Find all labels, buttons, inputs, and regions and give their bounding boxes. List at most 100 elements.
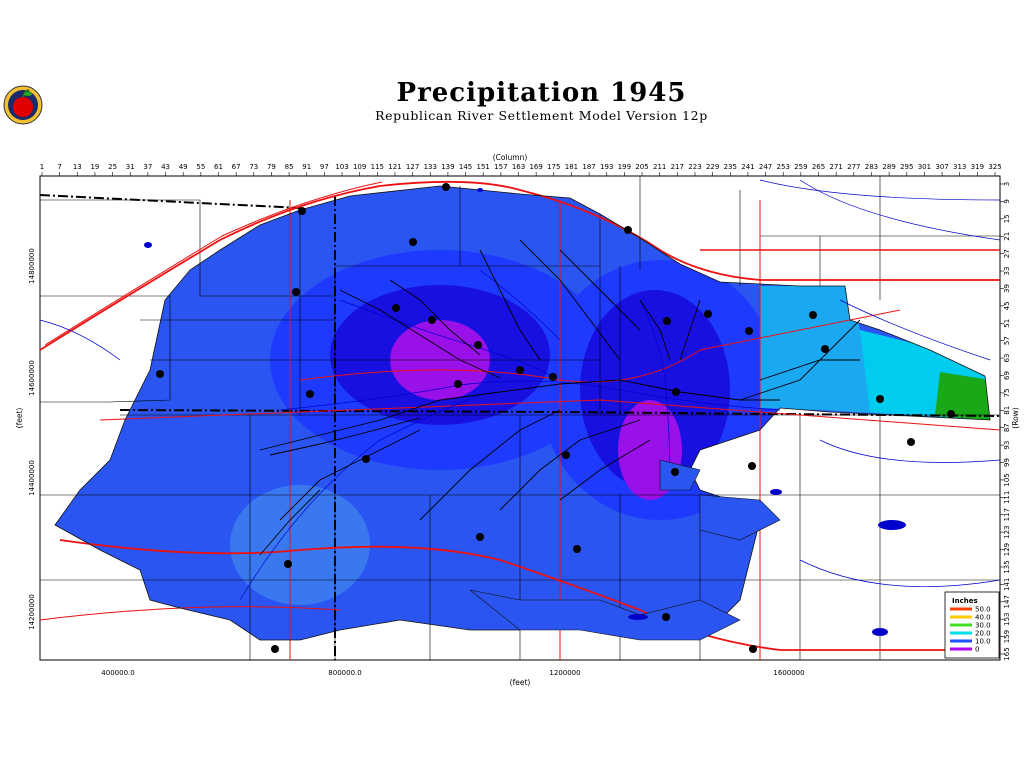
column-tick-label: 109 bbox=[353, 163, 366, 171]
x-feet-label: (feet) bbox=[510, 678, 531, 687]
station-dots bbox=[156, 183, 955, 653]
column-tick-label: 127 bbox=[406, 163, 419, 171]
row-tick-label: 87 bbox=[1003, 423, 1011, 432]
y-feet-tick: 14800000 bbox=[28, 248, 36, 284]
row-tick-label: 111 bbox=[1003, 491, 1011, 504]
station-dot-icon bbox=[392, 304, 400, 312]
column-tick-label: 151 bbox=[477, 163, 490, 171]
y-feet-label: (feet) bbox=[15, 408, 24, 429]
station-dot-icon bbox=[284, 560, 292, 568]
column-tick-label: 133 bbox=[424, 163, 437, 171]
legend-label: 20.0 bbox=[975, 630, 991, 638]
column-tick-label: 265 bbox=[812, 163, 825, 171]
column-tick-label: 25 bbox=[108, 163, 117, 171]
column-tick-label: 103 bbox=[335, 163, 348, 171]
station-dot-icon bbox=[562, 451, 570, 459]
y-feet-tick: 14400000 bbox=[28, 460, 36, 496]
column-tick-label: 253 bbox=[777, 163, 790, 171]
column-tick-label: 211 bbox=[653, 163, 666, 171]
column-tick-label: 145 bbox=[459, 163, 472, 171]
legend-label: 50.0 bbox=[975, 606, 991, 614]
station-dot-icon bbox=[454, 380, 462, 388]
station-dot-icon bbox=[745, 327, 753, 335]
rivers bbox=[40, 179, 1000, 601]
column-tick-label: 283 bbox=[865, 163, 878, 171]
legend-title: Inches bbox=[952, 597, 978, 605]
station-dot-icon bbox=[476, 533, 484, 541]
station-dot-icon bbox=[704, 310, 712, 318]
row-tick-label: 9 bbox=[1003, 199, 1011, 203]
column-tick-label: 307 bbox=[935, 163, 948, 171]
column-tick-label: 241 bbox=[741, 163, 754, 171]
station-dot-icon bbox=[271, 645, 279, 653]
column-tick-label: 169 bbox=[529, 163, 542, 171]
column-tick-label: 121 bbox=[388, 163, 401, 171]
column-axis-label: (Column) bbox=[493, 153, 528, 162]
y-feet-tick: 14200000 bbox=[28, 594, 36, 630]
row-tick-label: 123 bbox=[1003, 525, 1011, 538]
row-tick-label: 21 bbox=[1003, 232, 1011, 241]
row-tick-label: 39 bbox=[1003, 284, 1011, 293]
column-tick-label: 13 bbox=[73, 163, 82, 171]
station-dot-icon bbox=[442, 183, 450, 191]
column-tick-label: 259 bbox=[794, 163, 807, 171]
column-tick-label: 301 bbox=[918, 163, 931, 171]
column-tick-label: 61 bbox=[214, 163, 223, 171]
column-tick-label: 187 bbox=[582, 163, 595, 171]
station-dot-icon bbox=[907, 438, 915, 446]
x-feet-axis: 400000.0 800000.0 1200000 1600000 (feet) bbox=[101, 669, 804, 687]
station-dot-icon bbox=[624, 226, 632, 234]
station-dot-icon bbox=[748, 462, 756, 470]
page-title: Precipitation 1945 bbox=[396, 78, 687, 108]
row-tick-label: 153 bbox=[1003, 612, 1011, 625]
row-tick-label: 15 bbox=[1003, 214, 1011, 223]
column-tick-label: 325 bbox=[988, 163, 1001, 171]
legend-label: 0 bbox=[975, 646, 979, 654]
column-tick-label: 7 bbox=[57, 163, 61, 171]
column-tick-label: 247 bbox=[759, 163, 772, 171]
column-tick-label: 157 bbox=[494, 163, 507, 171]
row-tick-label: 159 bbox=[1003, 630, 1011, 643]
station-dot-icon bbox=[876, 395, 884, 403]
row-tick-label: 165 bbox=[1003, 647, 1011, 660]
contour-band-top bbox=[935, 372, 990, 420]
station-dot-icon bbox=[428, 316, 436, 324]
station-dot-icon bbox=[821, 345, 829, 353]
row-tick-label: 27 bbox=[1003, 249, 1011, 258]
station-dot-icon bbox=[573, 545, 581, 553]
column-tick-label: 289 bbox=[882, 163, 895, 171]
x-feet-tick: 800000.0 bbox=[328, 669, 361, 677]
station-dot-icon bbox=[671, 468, 679, 476]
row-tick-label: 69 bbox=[1003, 371, 1011, 380]
column-tick-label: 313 bbox=[953, 163, 966, 171]
column-tick-label: 55 bbox=[196, 163, 205, 171]
row-tick-label: 93 bbox=[1003, 441, 1011, 450]
column-tick-label: 235 bbox=[724, 163, 737, 171]
legend-label: 40.0 bbox=[975, 614, 991, 622]
row-tick-label: 117 bbox=[1003, 508, 1011, 521]
legend-label: 30.0 bbox=[975, 622, 991, 630]
column-tick-label: 217 bbox=[671, 163, 684, 171]
contour-band-southwest bbox=[230, 485, 370, 605]
x-feet-tick: 1200000 bbox=[549, 669, 580, 677]
x-feet-tick: 1600000 bbox=[773, 669, 804, 677]
station-dot-icon bbox=[947, 410, 955, 418]
column-tick-label: 277 bbox=[847, 163, 860, 171]
row-axis: 3915212733394551576369758187939910511111… bbox=[1000, 182, 1011, 661]
column-tick-label: 229 bbox=[706, 163, 719, 171]
row-tick-label: 129 bbox=[1003, 543, 1011, 556]
row-tick-label: 33 bbox=[1003, 267, 1011, 276]
column-tick-label: 205 bbox=[635, 163, 648, 171]
station-dot-icon bbox=[292, 288, 300, 296]
column-tick-label: 31 bbox=[126, 163, 135, 171]
y-feet-tick: 14600000 bbox=[28, 360, 36, 396]
station-dot-icon bbox=[306, 390, 314, 398]
station-dot-icon bbox=[362, 455, 370, 463]
column-tick-label: 19 bbox=[90, 163, 99, 171]
column-tick-label: 85 bbox=[285, 163, 294, 171]
southern-lobes bbox=[469, 459, 781, 641]
column-tick-label: 115 bbox=[371, 163, 384, 171]
column-tick-label: 163 bbox=[512, 163, 525, 171]
apple-logo-icon bbox=[3, 85, 43, 125]
